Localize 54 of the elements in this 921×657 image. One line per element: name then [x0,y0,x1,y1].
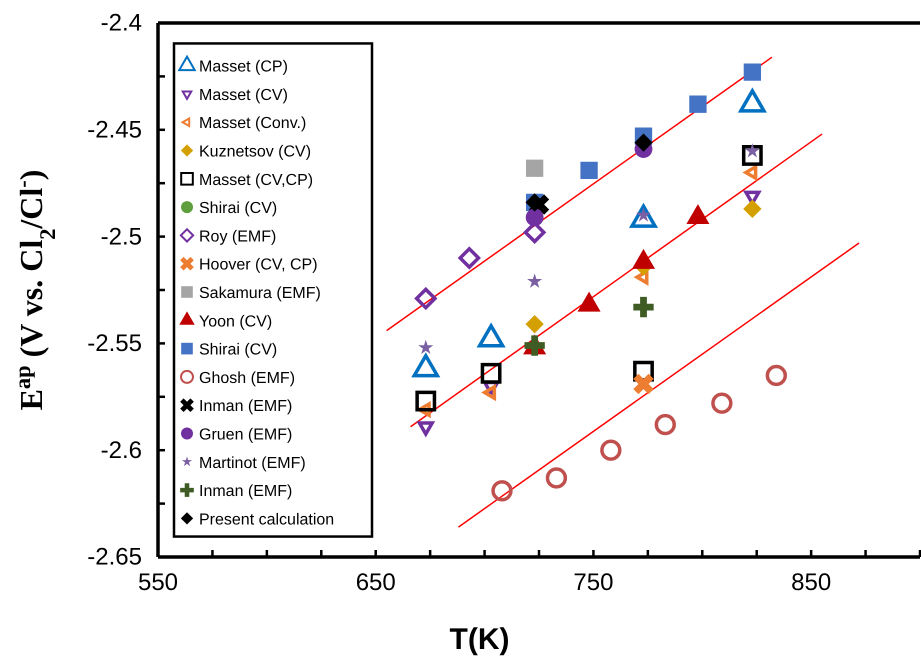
legend-label: Inman (EMF) [199,398,292,416]
legend-label: Roy (EMF) [199,228,276,246]
y-tick-label: -2.45 [87,116,142,144]
legend-label: Yoon (CV) [199,313,272,330]
y-tick-label: -2.6 [100,436,142,464]
x-tick-label: 550 [138,569,178,596]
legend-label: Gruen (EMF) [199,426,292,444]
legend-label: Martinot (EMF) [199,454,306,472]
point [526,160,544,177]
y-tick-label: -2.4 [100,10,142,37]
point [418,340,434,354]
point [766,364,787,386]
point [633,296,654,318]
point [491,480,513,502]
point [527,274,542,288]
legend-label: Ghosh (EMF) [199,370,296,387]
legend-label: Sakamura (EMF) [199,285,321,302]
point [633,360,654,382]
point [743,200,762,218]
point [525,315,544,334]
legend-label: Masset (CP) [199,58,288,76]
point [546,467,568,489]
point [415,390,436,412]
point [689,96,707,113]
point [600,440,622,461]
point [580,162,598,180]
point [633,374,654,394]
y-tick-label: -2.65 [87,544,142,571]
point [482,385,496,400]
point [526,208,544,226]
x-tick-label: 650 [356,569,396,596]
point [634,133,653,152]
legend-label: Masset (Conv.) [199,115,306,132]
legend-label: Shirai (CV) [199,342,278,359]
point [458,247,480,269]
legend-label: Inman (EMF) [199,483,292,500]
legend-label: Shirai (CV) [199,200,278,218]
point [414,288,437,310]
legend-label: Kuznetsov (CV) [199,144,312,160]
point [742,145,763,166]
legend-label: Masset (CV) [199,86,288,104]
point [480,362,502,384]
legend-label: Hoover (CV, CP) [199,256,318,274]
legend-label: Masset (CV,CP) [199,172,314,189]
x-axis-title: T(K) [450,623,510,656]
y-tick-label: -2.55 [87,330,142,358]
point [711,392,733,414]
point [744,63,762,81]
x-tick-label: 850 [791,569,832,596]
point [654,414,676,436]
y-tick-label: -2.5 [100,223,142,250]
x-tick-label: 750 [573,569,614,596]
point [635,270,649,285]
legend-label: Present calculation [199,511,334,528]
